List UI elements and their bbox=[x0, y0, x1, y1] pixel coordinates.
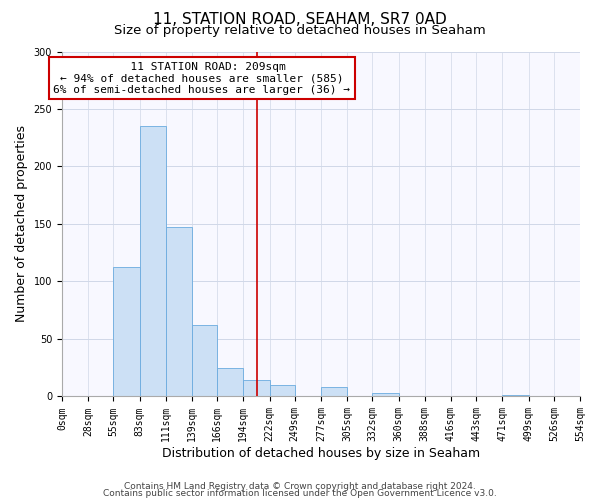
Bar bbox=[373, 393, 398, 396]
Bar bbox=[140, 126, 166, 396]
Bar bbox=[192, 325, 217, 396]
Text: 11, STATION ROAD, SEAHAM, SR7 0AD: 11, STATION ROAD, SEAHAM, SR7 0AD bbox=[153, 12, 447, 28]
Bar bbox=[166, 228, 192, 396]
Bar bbox=[244, 380, 269, 396]
Text: Size of property relative to detached houses in Seaham: Size of property relative to detached ho… bbox=[114, 24, 486, 37]
Bar bbox=[321, 388, 347, 396]
Bar bbox=[269, 385, 295, 396]
Text: 11 STATION ROAD: 209sqm
← 94% of detached houses are smaller (585)
6% of semi-de: 11 STATION ROAD: 209sqm ← 94% of detache… bbox=[53, 62, 350, 95]
Bar bbox=[113, 266, 140, 396]
Y-axis label: Number of detached properties: Number of detached properties bbox=[15, 126, 28, 322]
Text: Contains HM Land Registry data © Crown copyright and database right 2024.: Contains HM Land Registry data © Crown c… bbox=[124, 482, 476, 491]
Text: Contains public sector information licensed under the Open Government Licence v3: Contains public sector information licen… bbox=[103, 488, 497, 498]
X-axis label: Distribution of detached houses by size in Seaham: Distribution of detached houses by size … bbox=[162, 447, 480, 460]
Bar bbox=[217, 368, 244, 396]
